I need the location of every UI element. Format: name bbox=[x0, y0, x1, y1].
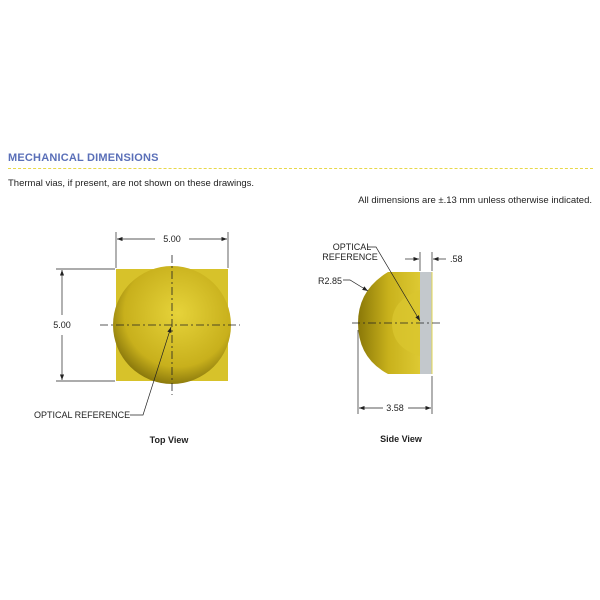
optical-reference-leader bbox=[130, 326, 172, 416]
thermal-vias-note: Thermal vias, if present, are not shown … bbox=[8, 178, 255, 189]
side-view-caption: Side View bbox=[380, 434, 423, 444]
top-width-dimension: 5.00 bbox=[163, 234, 181, 244]
side-optical-reference-line1: OPTICAL bbox=[333, 242, 372, 252]
thickness-dimension: .58 bbox=[450, 254, 463, 264]
radius-dimension: R2.85 bbox=[318, 276, 342, 286]
side-view-substrate bbox=[420, 272, 432, 374]
top-height-dimension: 5.00 bbox=[53, 320, 71, 330]
side-view: .58 OPTICAL REFERENCE R2.85 3.58 Side Vi… bbox=[318, 242, 463, 444]
radius-leader bbox=[343, 279, 369, 292]
top-optical-reference-label: OPTICAL REFERENCE bbox=[34, 410, 130, 420]
depth-dimension: 3.58 bbox=[386, 403, 404, 413]
tolerance-note: All dimensions are ±.13 mm unless otherw… bbox=[358, 195, 592, 206]
optical-reference-leader bbox=[368, 246, 421, 322]
section-title: MECHANICAL DIMENSIONS bbox=[8, 152, 159, 164]
top-view-caption: Top View bbox=[150, 435, 190, 445]
side-optical-reference-line2: REFERENCE bbox=[322, 252, 378, 262]
section-divider bbox=[8, 168, 593, 169]
top-view: 5.00 5.00 OPTICAL REFERENCE Top View bbox=[34, 232, 240, 445]
